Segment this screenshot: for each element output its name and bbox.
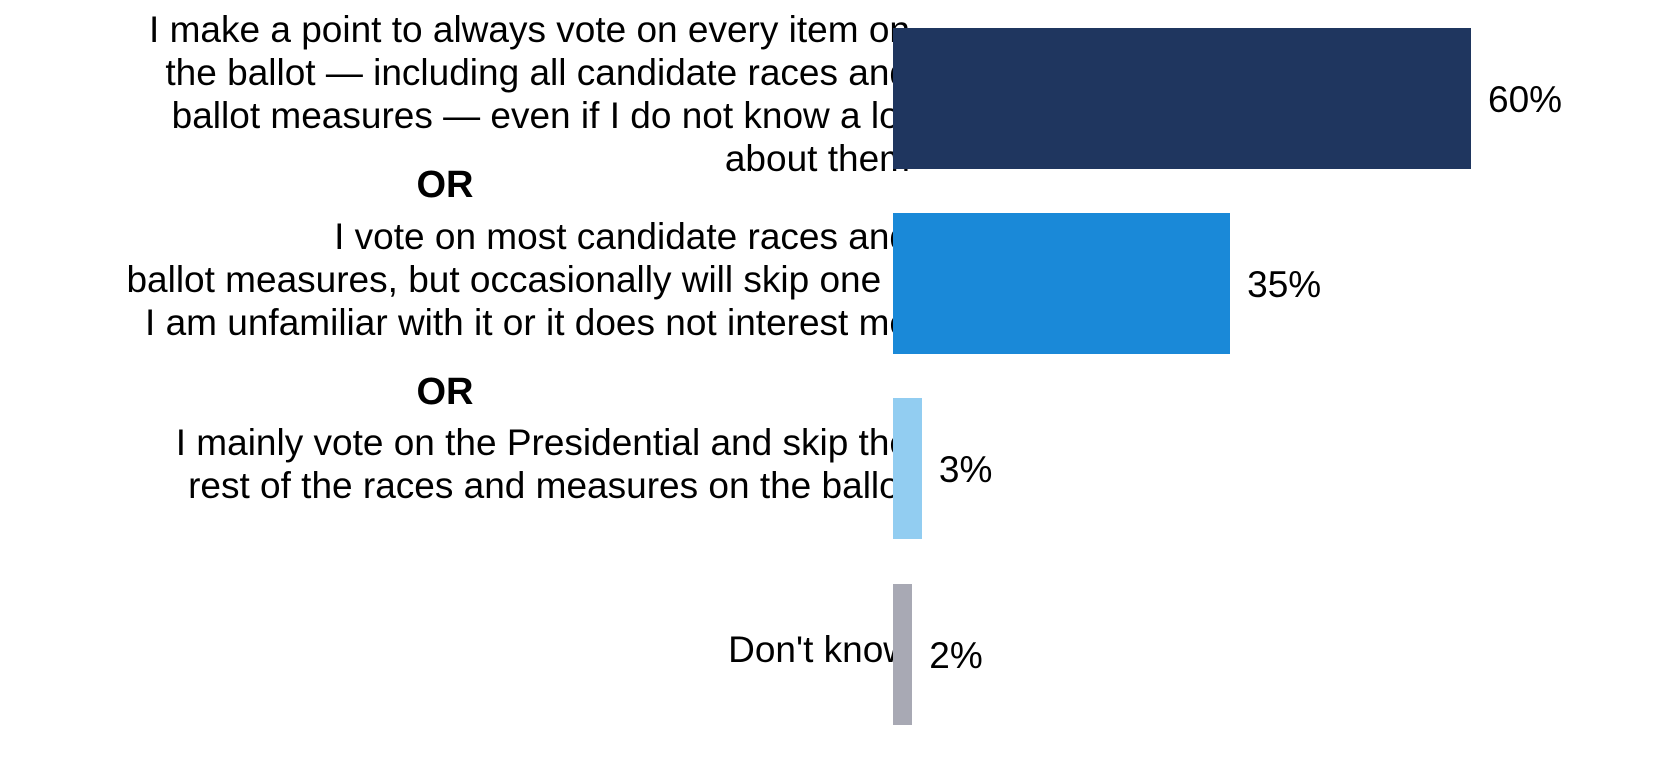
bar: [893, 28, 1471, 169]
category-label: I vote on most candidate races and ballot…: [126, 215, 910, 344]
category-label: Don't know: [728, 628, 910, 671]
category-label-line: I am unfamiliar with it or it does not i…: [145, 302, 910, 343]
category-label-line: the ballot — including all candidate rac…: [165, 52, 910, 93]
category-label-line: I vote on most candidate races and: [334, 216, 910, 257]
or-separator-1: OR: [416, 164, 474, 206]
category-label-line: I mainly vote on the Presidential and sk…: [175, 422, 910, 463]
bar: [893, 584, 913, 725]
category-label: I make a point to always vote on every i…: [149, 8, 910, 180]
or-separator-2: OR: [416, 371, 474, 413]
category-label-line: ballot measures, but occasionally will s…: [126, 259, 910, 300]
category-label-line: ballot measures — even if I do not know …: [171, 95, 910, 136]
data-label: 35%: [1247, 263, 1322, 305]
bar: [893, 398, 922, 539]
data-label: 2%: [929, 634, 983, 676]
data-label: 60%: [1488, 78, 1563, 120]
category-label: I mainly vote on the Presidential and sk…: [176, 421, 910, 507]
category-label-line: I make a point to always vote on every i…: [149, 9, 910, 50]
category-label-line: rest of the races and measures on the ba…: [188, 465, 910, 506]
data-label: 3%: [938, 448, 993, 490]
category-label-line: about them: [724, 138, 910, 179]
bar: [893, 213, 1231, 354]
category-label-line: Don't know: [728, 629, 910, 670]
